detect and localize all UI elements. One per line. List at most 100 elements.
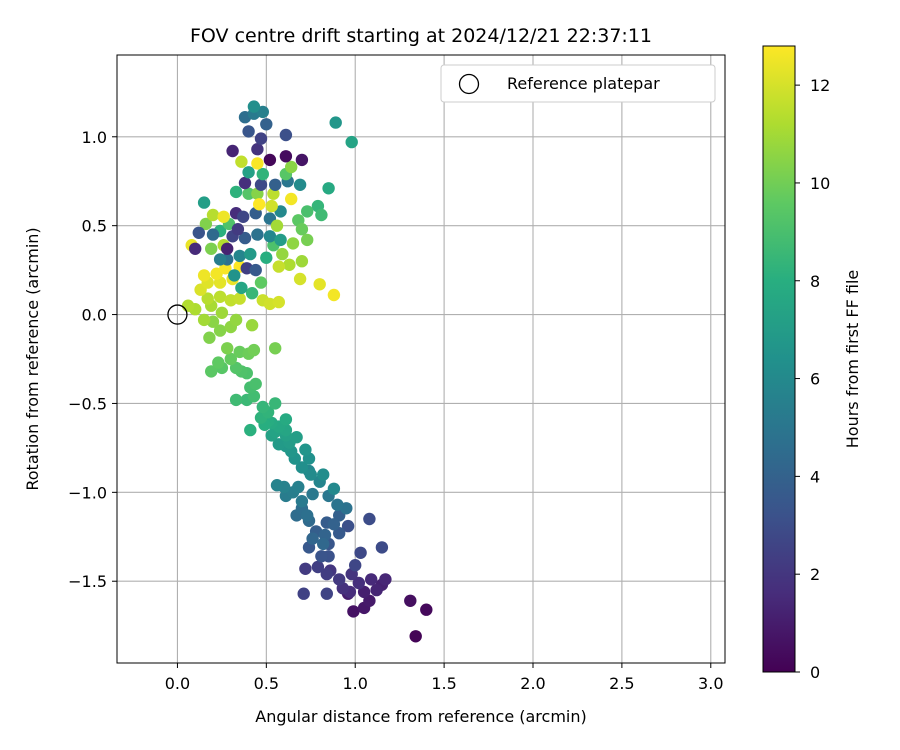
data-point bbox=[357, 585, 371, 599]
data-point bbox=[320, 587, 333, 600]
data-point bbox=[352, 576, 365, 590]
data-point bbox=[295, 153, 309, 167]
colorbar-gradient bbox=[762, 45, 796, 673]
data-point bbox=[293, 272, 307, 286]
data-point bbox=[228, 269, 241, 282]
data-point bbox=[306, 532, 319, 545]
data-point bbox=[329, 116, 342, 129]
colorbar-tick-label: 4 bbox=[810, 467, 820, 486]
data-point bbox=[295, 223, 309, 236]
y-tick-label: 1.0 bbox=[82, 128, 107, 147]
colorbar-tick-label: 8 bbox=[810, 272, 820, 291]
data-point bbox=[206, 228, 220, 241]
data-point bbox=[327, 482, 341, 495]
data-point bbox=[244, 423, 257, 437]
data-point bbox=[249, 377, 262, 391]
data-point bbox=[256, 167, 269, 181]
data-point bbox=[297, 587, 310, 600]
x-axis-label: Angular distance from reference (arcmin) bbox=[255, 707, 586, 726]
data-point bbox=[370, 583, 383, 597]
data-point bbox=[333, 527, 346, 540]
data-point bbox=[317, 537, 330, 551]
data-point bbox=[229, 393, 243, 407]
data-point bbox=[251, 157, 264, 170]
data-point bbox=[233, 292, 246, 305]
y-tick-label: −1.5 bbox=[68, 572, 107, 591]
data-point bbox=[274, 205, 287, 218]
y-axis-label: Rotation from reference (arcmin) bbox=[23, 227, 42, 490]
x-tick-label: 3.0 bbox=[698, 674, 723, 693]
data-point bbox=[295, 255, 309, 268]
data-point bbox=[269, 178, 282, 191]
data-point bbox=[203, 331, 216, 344]
data-point bbox=[212, 356, 225, 369]
data-point bbox=[233, 249, 246, 263]
data-point bbox=[347, 605, 360, 618]
data-point bbox=[349, 559, 362, 572]
colorbar-tick-label: 10 bbox=[810, 174, 830, 193]
x-tick-label: 2.0 bbox=[520, 674, 545, 693]
data-point bbox=[315, 550, 328, 563]
data-point bbox=[235, 281, 248, 295]
x-tick-label: 0.0 bbox=[165, 674, 190, 693]
colorbar-tick-label: 0 bbox=[810, 663, 820, 682]
colorbar-tick-label: 2 bbox=[810, 565, 820, 584]
data-point bbox=[409, 630, 422, 643]
data-point bbox=[215, 306, 229, 319]
data-point bbox=[197, 313, 211, 327]
data-point bbox=[189, 242, 202, 255]
colorbar-tick-label: 6 bbox=[810, 370, 820, 389]
data-point bbox=[420, 603, 433, 616]
data-point bbox=[404, 594, 417, 607]
data-point bbox=[270, 479, 284, 492]
data-point bbox=[217, 210, 230, 223]
y-tick-label: 0.0 bbox=[82, 306, 107, 325]
data-point bbox=[205, 365, 218, 378]
data-point bbox=[251, 143, 264, 156]
data-point bbox=[311, 560, 325, 574]
data-point bbox=[197, 269, 211, 282]
data-point bbox=[286, 237, 300, 250]
y-tick-label: 0.5 bbox=[82, 217, 107, 236]
data-point bbox=[295, 495, 309, 508]
x-tick-label: 1.5 bbox=[431, 674, 456, 693]
data-point bbox=[229, 185, 243, 199]
data-point bbox=[279, 128, 293, 142]
data-point bbox=[293, 178, 307, 191]
data-point bbox=[238, 231, 252, 245]
plot-frame bbox=[116, 54, 726, 664]
data-point bbox=[229, 361, 243, 375]
data-point bbox=[315, 208, 328, 222]
data-point bbox=[301, 233, 314, 247]
data-point bbox=[301, 205, 314, 218]
colorbar-tick-label: 12 bbox=[810, 76, 830, 95]
legend-box bbox=[440, 64, 716, 103]
data-point bbox=[299, 443, 312, 456]
data-point bbox=[197, 196, 211, 209]
data-point bbox=[260, 118, 273, 131]
data-point bbox=[274, 233, 287, 247]
data-point bbox=[276, 247, 289, 261]
data-point bbox=[269, 342, 282, 355]
data-point bbox=[379, 573, 392, 586]
x-axis-ticks: 0.0 0.5 1.0 1.5 2.0 2.5 3.0 bbox=[165, 663, 724, 693]
data-point bbox=[237, 210, 250, 223]
colorbar-label: Hours from first FF file bbox=[843, 270, 862, 449]
data-point bbox=[320, 567, 333, 581]
legend-label: Reference platepar bbox=[507, 74, 660, 93]
data-point bbox=[238, 176, 252, 190]
data-point bbox=[365, 573, 378, 586]
x-tick-label: 2.5 bbox=[609, 674, 634, 693]
data-point bbox=[265, 199, 278, 213]
y-tick-label: −0.5 bbox=[68, 394, 107, 413]
data-point bbox=[242, 125, 255, 138]
data-point bbox=[322, 182, 335, 195]
data-point bbox=[345, 135, 358, 149]
data-point bbox=[256, 105, 269, 119]
data-point bbox=[213, 290, 227, 303]
data-point bbox=[363, 594, 376, 607]
data-point bbox=[205, 242, 218, 255]
reference-platepar-marker bbox=[167, 304, 188, 325]
data-point bbox=[245, 319, 259, 332]
